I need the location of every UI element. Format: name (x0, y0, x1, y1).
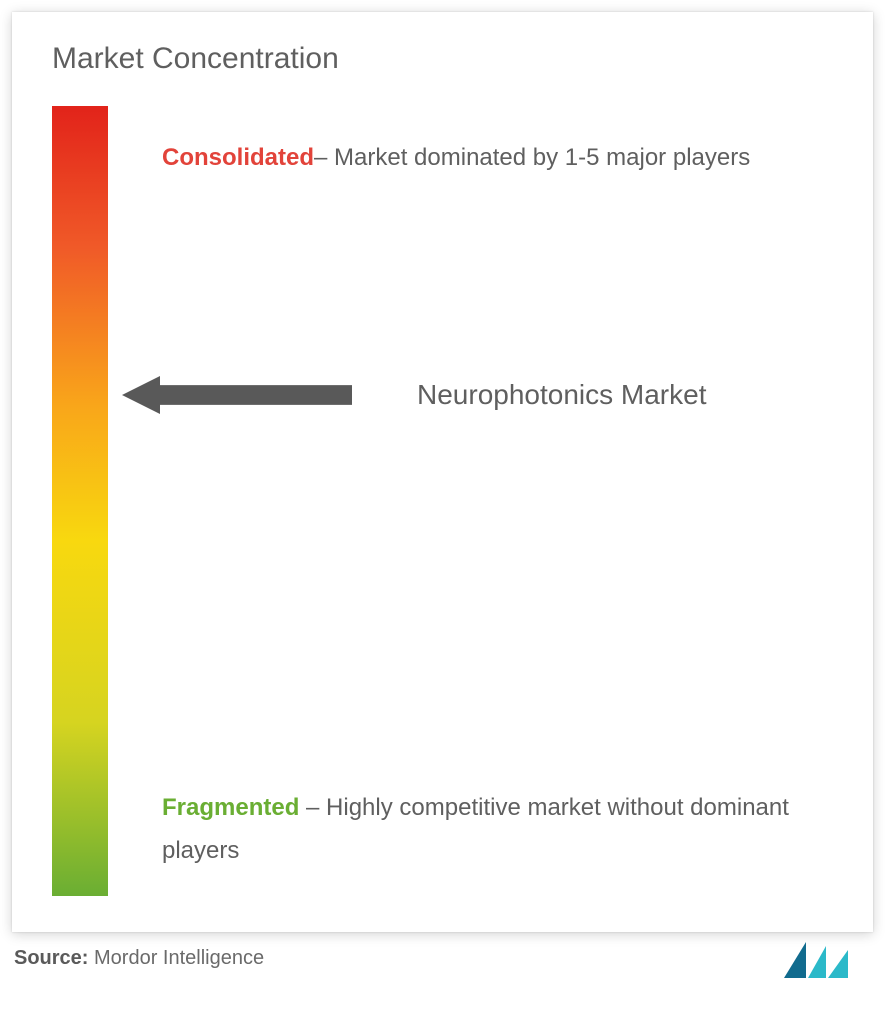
market-pointer: Neurophotonics Market (122, 376, 706, 414)
arrow-left-icon (122, 376, 352, 414)
fragmented-keyword: Fragmented (162, 794, 299, 821)
card-content: Consolidated– Market dominated by 1-5 ma… (52, 106, 833, 906)
source-value: Mordor Intelligence (88, 947, 264, 969)
source-text: Source: Mordor Intelligence (14, 947, 264, 970)
concentration-gradient-bar (52, 106, 108, 896)
card-title: Market Concentration (52, 42, 833, 76)
consolidated-desc: – Market dominated by 1-5 major players (314, 144, 750, 171)
market-name-label: Neurophotonics Market (417, 379, 706, 411)
footer: Source: Mordor Intelligence (14, 936, 872, 980)
consolidated-keyword: Consolidated (162, 144, 314, 171)
fragmented-label: Fragmented – Highly competitive market w… (162, 786, 832, 872)
mordor-logo-icon (782, 936, 854, 980)
info-card: Market Concentration Consolidated– Marke… (12, 12, 873, 932)
consolidated-label: Consolidated– Market dominated by 1-5 ma… (162, 136, 750, 179)
source-label: Source: (14, 947, 88, 969)
